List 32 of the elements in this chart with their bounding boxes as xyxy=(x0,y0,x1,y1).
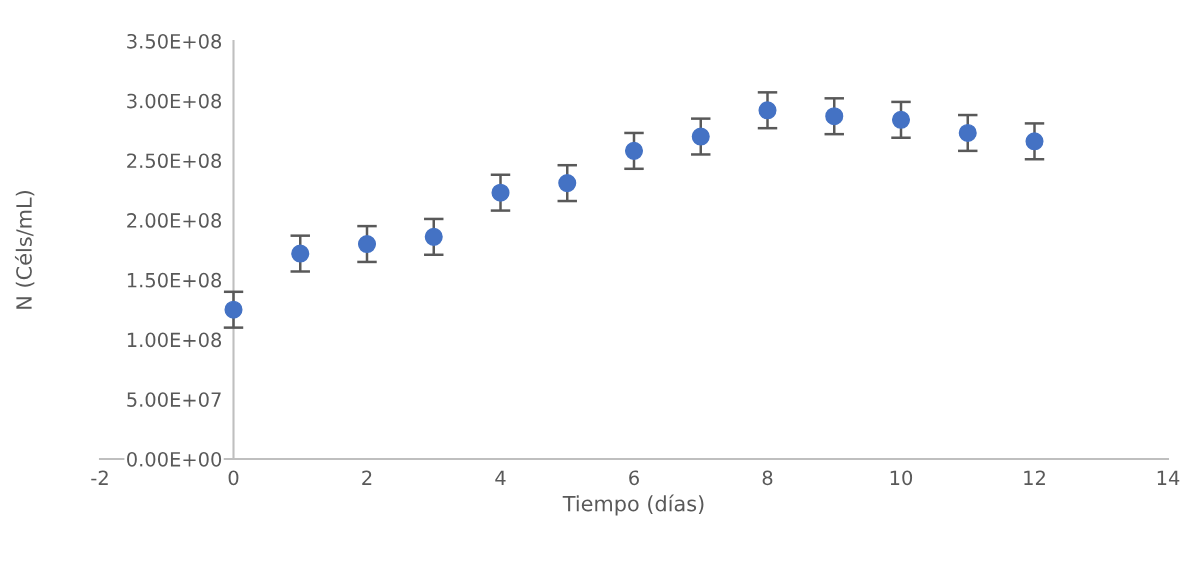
point xyxy=(357,235,377,254)
x-tick-label: 10 xyxy=(890,470,913,486)
y-tick-label: 2.00E+08 xyxy=(127,213,222,228)
y-axis-title: N (Céls/mL) xyxy=(14,191,35,309)
x-tick-label: 6 xyxy=(629,470,639,486)
point xyxy=(958,123,977,142)
x-tick-label: 12 xyxy=(1024,470,1045,485)
y-tick-label: 5.00E+07 xyxy=(127,392,221,407)
point xyxy=(624,141,644,160)
x-axis-title: Tiempo (días) xyxy=(562,494,704,516)
point xyxy=(224,300,243,319)
y-tick-label: 2.50E+08 xyxy=(127,153,222,169)
y-tick-label: 3.50E+08 xyxy=(127,33,222,49)
y-tick-label: 1.00E+08 xyxy=(127,332,222,348)
x-tick-label: 14 xyxy=(1157,470,1180,485)
point xyxy=(424,227,443,246)
y-tick-label: 3.00E+08 xyxy=(127,93,222,109)
point xyxy=(825,107,844,126)
y-tick-label: 0.00E+00 xyxy=(127,451,222,467)
x-tick-label: -2 xyxy=(91,470,108,485)
point xyxy=(491,183,510,202)
point xyxy=(691,127,710,146)
y-tick-label: 1.50E+08 xyxy=(127,272,222,288)
x-tick-label: 2 xyxy=(362,470,372,485)
x-tick-label: 4 xyxy=(495,470,506,485)
point xyxy=(758,101,777,120)
point xyxy=(1025,132,1044,151)
x-tick-label: 8 xyxy=(762,470,773,486)
point xyxy=(291,244,310,263)
point xyxy=(558,174,577,193)
x-tick-label: 0 xyxy=(228,470,239,486)
point xyxy=(891,110,911,129)
